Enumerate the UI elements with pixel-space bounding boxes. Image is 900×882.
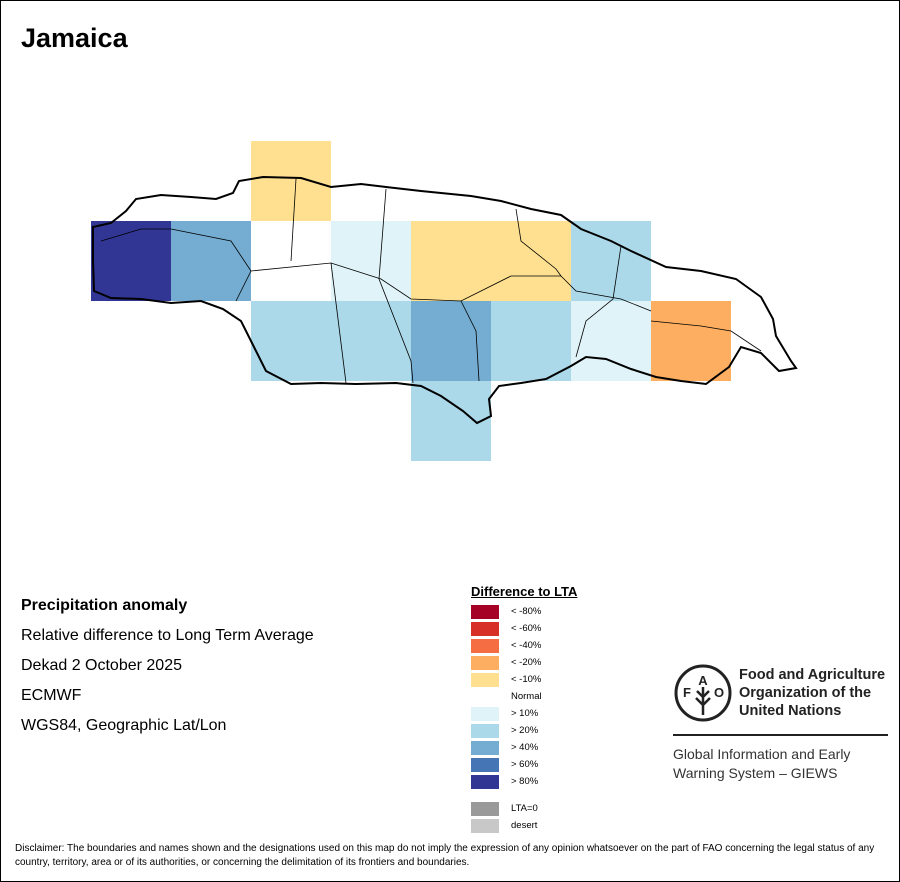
grid-cell	[491, 301, 571, 381]
legend-label: Normal	[511, 691, 542, 702]
legend-label: > 60%	[511, 759, 539, 770]
map-title: Jamaica	[21, 23, 128, 53]
grid-cell	[251, 141, 331, 221]
legend-label: < -40%	[511, 640, 542, 651]
svg-text:O: O	[714, 685, 724, 700]
giews-line: Global Information and Early	[673, 746, 851, 762]
legend-label: desert	[511, 820, 538, 831]
grid-cell	[411, 381, 491, 461]
legend-label: > 10%	[511, 708, 539, 719]
legend-item: < -20%	[471, 654, 577, 671]
svg-text:A: A	[698, 673, 708, 688]
legend-swatch	[471, 757, 499, 772]
fao-name-line: United Nations	[739, 703, 842, 719]
legend-swatch	[471, 638, 499, 653]
legend-item: > 60%	[471, 756, 577, 773]
legend: Difference to LTA < -80% < -60% < -40% < -2…	[471, 584, 577, 834]
grid-cell	[331, 301, 411, 381]
legend-label: < -80%	[511, 606, 542, 617]
legend-swatch	[471, 689, 499, 704]
fao-name-line: Food and Agriculture	[739, 667, 886, 683]
legend-item: > 20%	[471, 722, 577, 739]
legend-swatch	[471, 604, 499, 619]
legend-swatch	[471, 740, 499, 755]
giews-line: Warning System – GIEWS	[673, 765, 838, 781]
jamaica-coastline	[92, 175, 798, 425]
legend-item: > 80%	[471, 773, 577, 790]
legend-item: desert	[471, 817, 577, 834]
legend-item: > 10%	[471, 705, 577, 722]
info-heading: Precipitation anomaly	[21, 597, 188, 614]
info-source: ECMWF	[21, 687, 82, 704]
grid-cell	[491, 221, 571, 301]
giews-name: Global Information and Early Warning Sys…	[673, 745, 899, 783]
legend-swatch	[471, 818, 499, 833]
info-projection: WGS84, Geographic Lat/Lon	[21, 717, 227, 734]
grid-cell	[571, 221, 651, 301]
grid-cell	[411, 301, 491, 381]
legend-label: < -10%	[511, 674, 542, 685]
fao-logo: A F O Food and Agriculture Organization …	[673, 663, 888, 781]
legend-label: < -20%	[511, 657, 542, 668]
legend-item: < -40%	[471, 637, 577, 654]
legend-swatch	[471, 621, 499, 636]
info-subtitle: Relative difference to Long Term Average	[21, 627, 314, 644]
legend-swatch	[471, 655, 499, 670]
parish-boundaries	[100, 178, 762, 384]
legend-swatch	[471, 774, 499, 789]
anomaly-map	[91, 141, 798, 461]
anomaly-grid	[91, 141, 731, 461]
legend-label: > 20%	[511, 725, 539, 736]
legend-swatch	[471, 706, 499, 721]
map-info: Precipitation anomaly Relative differenc…	[21, 591, 314, 741]
grid-cell	[171, 221, 251, 301]
disclaimer: Disclaimer: The boundaries and names sho…	[15, 843, 875, 868]
info-period: Dekad 2 October 2025	[21, 657, 182, 674]
logo-divider	[673, 734, 888, 736]
grid-cell	[411, 221, 491, 301]
grid-cell	[251, 301, 331, 381]
grid-cell	[331, 221, 411, 301]
fao-name-line: Organization of the	[739, 685, 872, 701]
legend-title: Difference to LTA	[471, 584, 578, 599]
fao-name: Food and Agriculture Organization of the…	[739, 666, 885, 720]
grid-cell	[571, 301, 651, 381]
legend-item: > 40%	[471, 739, 577, 756]
legend-swatch	[471, 801, 499, 816]
grid-cell	[651, 301, 731, 381]
legend-item: < -10%	[471, 671, 577, 688]
grid-cell	[91, 221, 171, 301]
svg-text:F: F	[683, 685, 691, 700]
legend-item: < -60%	[471, 620, 577, 637]
legend-item: Normal	[471, 688, 577, 705]
legend-item: < -80%	[471, 603, 577, 620]
legend-label: > 80%	[511, 776, 539, 787]
legend-label: < -60%	[511, 623, 542, 634]
fao-seal-icon: A F O	[674, 664, 732, 722]
legend-swatch	[471, 672, 499, 687]
legend-label: LTA=0	[511, 803, 538, 814]
legend-item: LTA=0	[471, 800, 577, 817]
legend-swatch	[471, 723, 499, 738]
legend-label: > 40%	[511, 742, 539, 753]
